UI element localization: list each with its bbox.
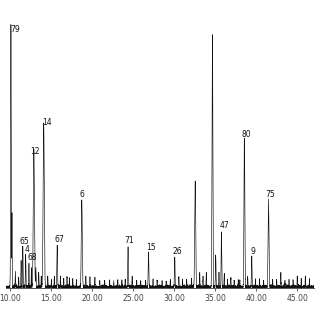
Text: 12: 12 (31, 147, 40, 156)
Text: 65: 65 (20, 237, 30, 246)
Text: 80: 80 (242, 130, 252, 139)
Text: 71: 71 (124, 236, 134, 245)
Text: 15: 15 (147, 243, 156, 252)
Text: 75: 75 (265, 189, 275, 198)
Text: 26: 26 (172, 247, 182, 256)
Text: 79: 79 (11, 25, 20, 34)
Text: 4: 4 (25, 245, 29, 254)
Text: 14: 14 (42, 118, 52, 127)
Text: 9: 9 (251, 247, 255, 256)
Text: 6: 6 (79, 189, 84, 198)
Text: 67: 67 (55, 235, 65, 244)
Text: 68: 68 (28, 253, 37, 262)
Text: 47: 47 (220, 221, 229, 230)
